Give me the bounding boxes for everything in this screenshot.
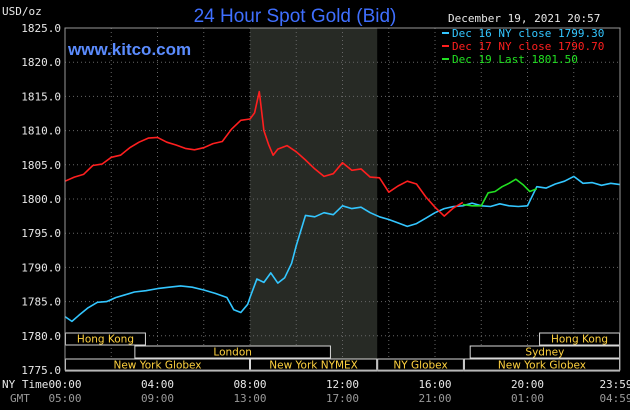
x-tick-label-ny: 12:00 <box>326 378 359 391</box>
series-line-dec-16 <box>64 175 621 323</box>
y-tick-label: 1780.0 <box>21 330 61 343</box>
series-line-dec-17 <box>64 90 464 217</box>
x-tick-label-ny: 20:00 <box>511 378 544 391</box>
plot-frame <box>64 27 621 371</box>
y-tick-label: 1790.0 <box>21 261 61 274</box>
unit-label: USD/oz <box>2 5 42 18</box>
series-line-dec-19 <box>462 178 538 207</box>
session-label: NY Globex <box>393 360 447 372</box>
chart-title: 24 Hour Spot Gold (Bid) <box>194 6 397 27</box>
ny-time-label: NY Time <box>2 378 48 391</box>
y-tick-label: 1825.0 <box>21 22 61 35</box>
x-tick-label-gmt: 13:00 <box>233 392 266 405</box>
x-tick-label-ny: 04:00 <box>141 378 174 391</box>
session-box <box>377 358 464 372</box>
x-tick-label-gmt: 17:00 <box>326 392 359 405</box>
chart-timestamp: December 19, 2021 20:57 <box>448 12 600 25</box>
y-tick-label: 1800.0 <box>21 193 61 206</box>
session-label: Sydney <box>525 347 564 359</box>
gmt-label: GMT <box>10 392 30 405</box>
legend-entry: Dec 19 Last 1801.50 <box>452 53 578 66</box>
y-tick-label: 1820.0 <box>21 56 61 69</box>
session-label: New York Globex <box>113 360 201 372</box>
session-label: New York NYMEX <box>269 360 358 372</box>
session-box <box>134 345 331 359</box>
session-box <box>250 358 378 372</box>
legend-entry: Dec 17 NY close 1790.70 <box>452 40 604 53</box>
axes: 1825.0 1820.0 1815.0 1810.0 1805.0 1800.0 1795… <box>21 22 630 405</box>
y-tick-label: 1810.0 <box>21 125 61 138</box>
x-tick-label-gmt: 05:00 <box>48 392 81 405</box>
y-tick-label: 1795.0 <box>21 227 61 240</box>
x-tick-label-gmt: 04:59 <box>599 392 630 405</box>
legend-entry: Dec 16 NY close 1799.30 <box>452 27 604 40</box>
x-tick-label-gmt: 21:00 <box>418 392 451 405</box>
y-tick-label: 1805.0 <box>21 159 61 172</box>
session-label: London <box>213 347 252 359</box>
session-label: Hong Kong <box>77 334 134 346</box>
x-tick-label-ny: 16:00 <box>418 378 451 391</box>
y-tick-label: 1775.0 <box>21 364 61 377</box>
x-tick-label-ny: 23:59 <box>599 378 630 391</box>
x-tick-label-gmt: 09:00 <box>141 392 174 405</box>
session-label: Hong Kong <box>551 334 608 346</box>
y-tick-label: 1815.0 <box>21 90 61 103</box>
y-tick-label: 1785.0 <box>21 296 61 309</box>
x-tick-label-ny: 00:00 <box>48 378 81 391</box>
x-tick-label-gmt: 01:00 <box>511 392 544 405</box>
session-label: New York Globex <box>498 360 586 372</box>
x-tick-label-ny: 08:00 <box>233 378 266 391</box>
website-watermark: www.kitco.com <box>67 40 191 59</box>
